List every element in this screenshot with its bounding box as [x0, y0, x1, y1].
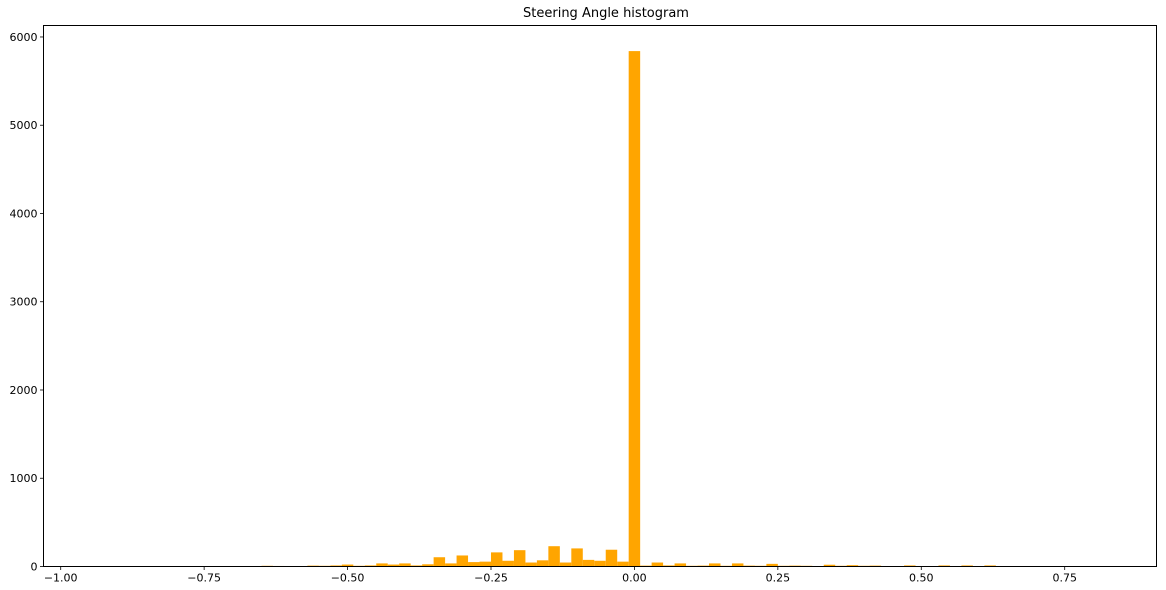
histogram-bar: [582, 559, 595, 567]
histogram-bar: [766, 563, 778, 567]
x-tick-label: −1.00: [44, 572, 78, 585]
y-axis: 0 1000 2000 3000 4000 5000 6000: [10, 31, 44, 574]
histogram-bar: [490, 552, 503, 567]
y-tick-label: 5000: [10, 119, 38, 132]
histogram-bar: [513, 550, 526, 567]
histogram-bar: [399, 563, 411, 567]
histogram-bar: [456, 555, 469, 567]
histogram-bar: [663, 565, 675, 567]
x-tick-label: −0.25: [474, 572, 508, 585]
histogram-bar: [422, 564, 434, 567]
histogram-bar: [536, 560, 549, 567]
histogram-bar: [938, 565, 950, 567]
chart-title: Steering Angle histogram: [523, 6, 689, 21]
histogram-bar: [433, 557, 446, 567]
histogram-bar: [330, 565, 342, 567]
y-tick-label: 0: [31, 561, 38, 574]
x-axis: −1.00 −0.75 −0.50 −0.25 0.00 0.25 0.50 0.75: [44, 566, 1077, 585]
histogram-bar: [525, 562, 537, 567]
histogram-bar: [709, 563, 721, 567]
histogram-bar: [445, 563, 457, 567]
histogram-bar: [571, 548, 583, 567]
plot-frame: [43, 25, 1157, 567]
y-tick-label: 2000: [10, 384, 38, 397]
histogram-bar: [376, 563, 388, 567]
histogram-bar: [594, 560, 606, 567]
x-tick-label: −0.75: [187, 572, 221, 585]
x-tick-label: −0.50: [331, 572, 365, 585]
histogram-bar: [502, 560, 514, 567]
x-tick-label: 0.00: [622, 572, 647, 585]
histogram-bar: [984, 565, 996, 567]
x-tick-label: 0.25: [766, 572, 791, 585]
histogram-bar: [410, 565, 423, 567]
histogram-bar: [387, 564, 400, 567]
histogram-bar: [628, 51, 641, 567]
x-tick-label: 0.75: [1052, 572, 1077, 585]
histogram-bars: [261, 51, 996, 567]
histogram-bar: [341, 564, 354, 567]
histogram-bar: [617, 561, 629, 567]
histogram-bar: [468, 562, 480, 567]
y-tick-label: 4000: [10, 207, 38, 220]
histogram-bar: [961, 565, 973, 567]
histogram-bar: [479, 561, 491, 567]
histogram-bar: [823, 564, 836, 567]
y-tick-label: 6000: [10, 31, 38, 44]
histogram-bar: [605, 549, 618, 567]
y-tick-label: 1000: [10, 472, 38, 485]
histogram-bar: [364, 565, 377, 567]
y-tick-label: 3000: [10, 296, 38, 309]
histogram-bar: [548, 546, 560, 567]
histogram-bar: [731, 563, 744, 567]
histogram-bar: [674, 563, 687, 567]
histogram-bar: [559, 562, 572, 567]
histogram-bar: [904, 565, 916, 567]
histogram-bar: [651, 562, 664, 567]
x-tick-label: 0.50: [909, 572, 934, 585]
histogram-bar: [846, 565, 859, 567]
